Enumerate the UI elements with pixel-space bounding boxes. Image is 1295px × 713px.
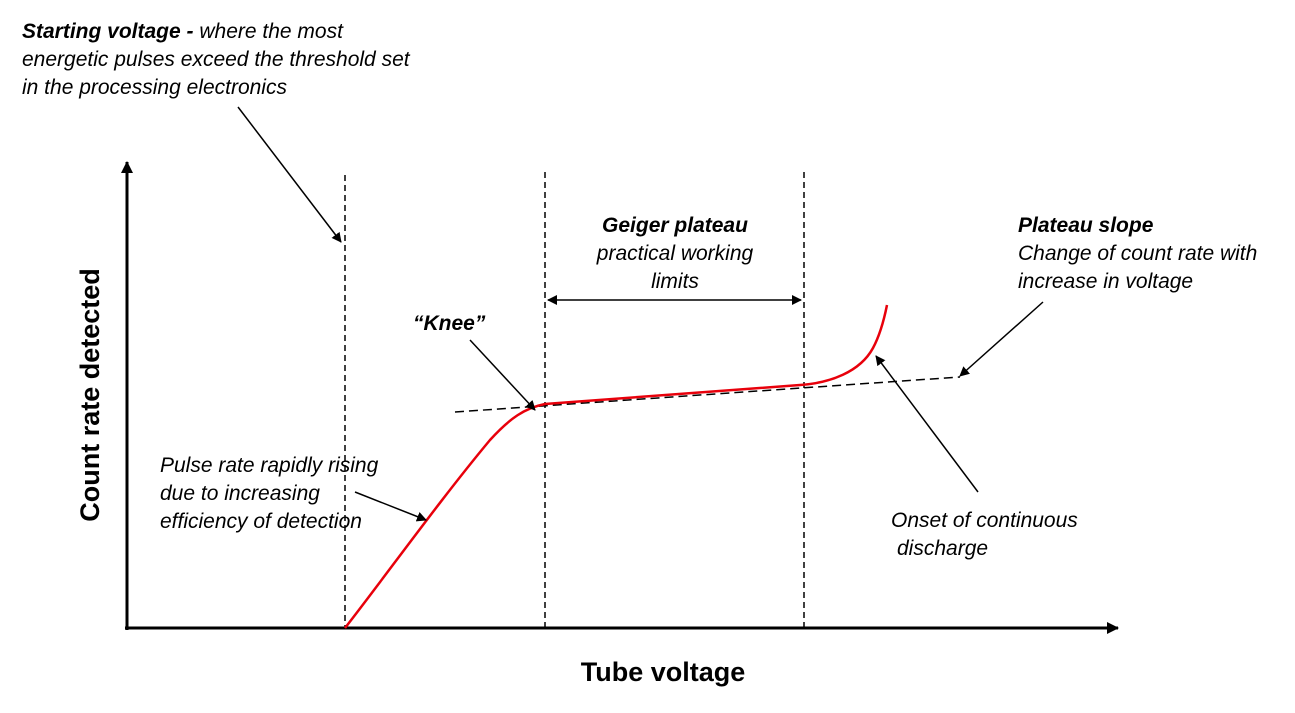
discharge-pointer <box>875 355 979 493</box>
plateau-slope-pointer <box>959 301 1044 377</box>
pulse-rate-line3: efficiency of detection <box>160 510 362 533</box>
geiger-plateau-line1: practical working <box>596 242 754 265</box>
x-axis-title: Tube voltage <box>581 657 746 687</box>
starting-voltage-text-line3: in the processing electronics <box>22 76 287 99</box>
plateau-slope-title: Plateau slope <box>1018 214 1154 237</box>
plateau-slope-line2: increase in voltage <box>1018 270 1193 293</box>
geiger-plateau-title: Geiger plateau <box>602 214 748 237</box>
knee-pointer <box>469 339 536 411</box>
starting-voltage-pointer <box>237 106 342 243</box>
knee-label: “Knee” <box>413 312 486 335</box>
pulse-rate-pointer <box>354 491 427 522</box>
plateau-slope-line <box>454 376 961 413</box>
pulse-rate-line1: Pulse rate rapidly rising <box>160 454 379 477</box>
starting-voltage-text-line2: energetic pulses exceed the threshold se… <box>22 48 411 71</box>
discharge-line1: Onset of continuous <box>891 509 1078 532</box>
y-axis-title: Count rate detected <box>75 268 105 522</box>
starting-voltage-text-line1: Starting voltage - where the most <box>22 20 344 43</box>
plateau-slope-line1: Change of count rate with <box>1018 242 1257 265</box>
pulse-rate-line2: due to increasing <box>160 482 320 505</box>
count-rate-curve <box>344 304 889 629</box>
geiger-plateau-line2: limits <box>651 270 699 293</box>
discharge-line2: discharge <box>897 537 988 560</box>
